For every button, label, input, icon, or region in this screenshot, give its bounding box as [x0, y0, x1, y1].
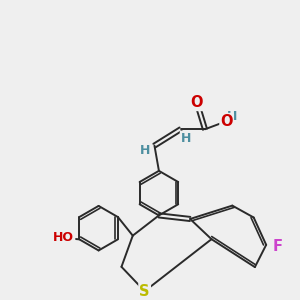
- Text: H: H: [181, 132, 191, 145]
- Text: F: F: [272, 239, 283, 254]
- Text: H: H: [226, 110, 237, 123]
- Text: O: O: [191, 95, 203, 110]
- Text: O: O: [220, 114, 233, 129]
- Text: HO: HO: [53, 231, 74, 244]
- Text: S: S: [140, 284, 150, 299]
- Text: H: H: [140, 144, 150, 158]
